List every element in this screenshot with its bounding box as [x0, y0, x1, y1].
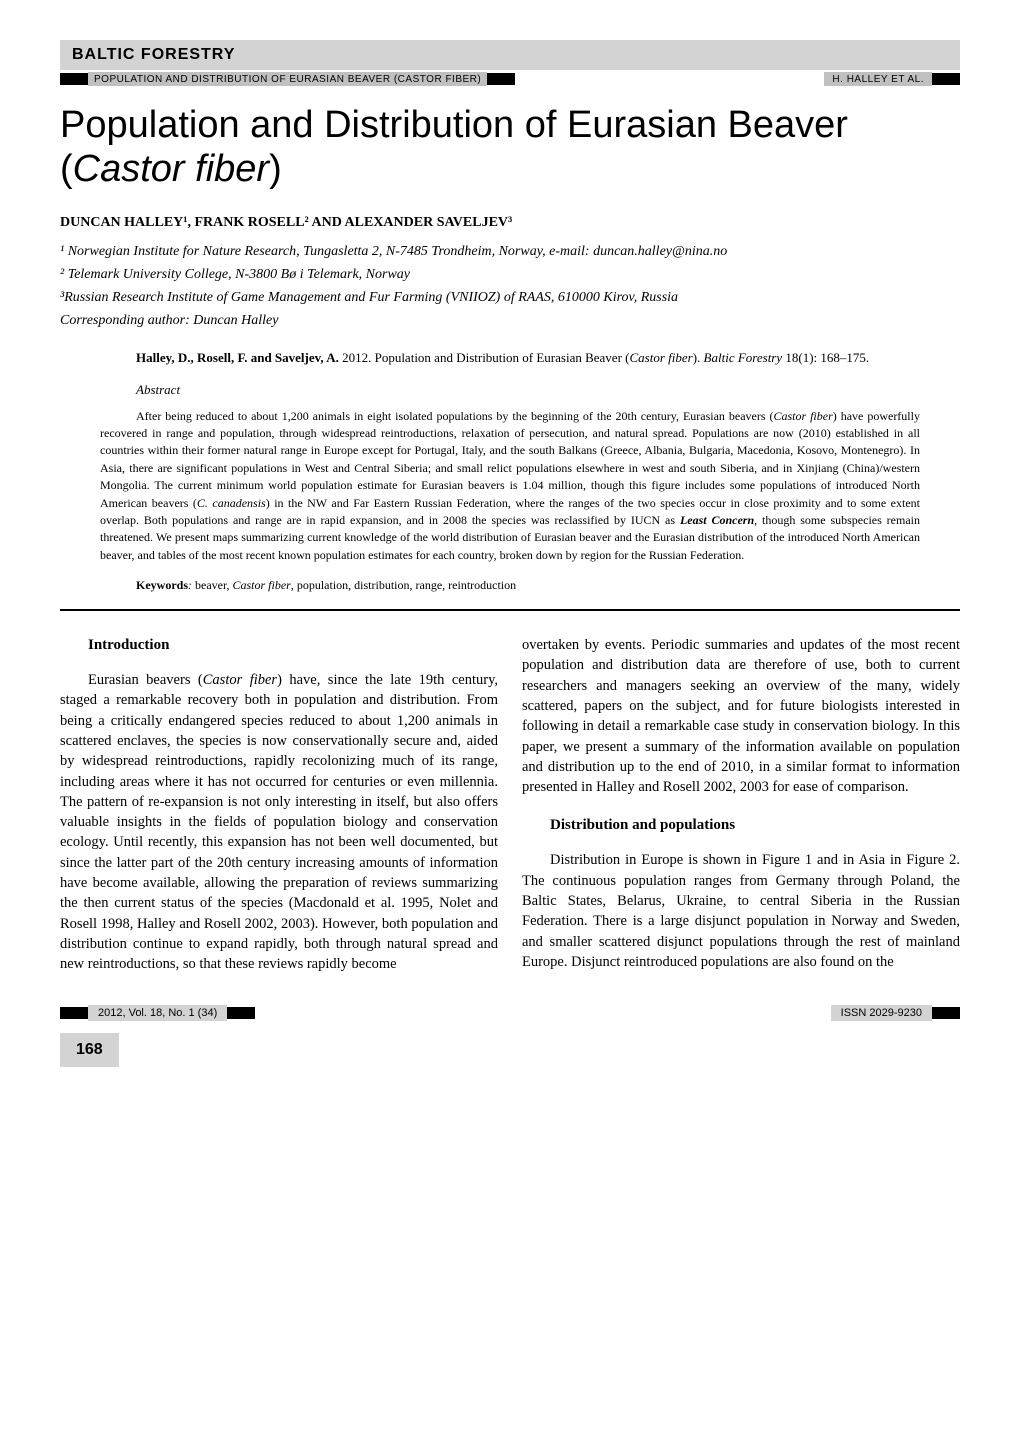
- keywords-sep: :: [188, 578, 195, 592]
- section-divider: [60, 609, 960, 611]
- distribution-paragraph: Distribution in Europe is shown in Figur…: [522, 850, 960, 972]
- affiliation-3: ³Russian Research Institute of Game Mana…: [60, 287, 960, 308]
- abstract-label: Abstract: [100, 382, 920, 398]
- citation-year: 2012. Population and Distribution of Eur…: [339, 350, 630, 365]
- abstract-p1: After being reduced to about 1,200 anima…: [136, 409, 773, 423]
- abstract-p2: ) have powerfully recovered in range and…: [100, 409, 920, 510]
- article-title: Population and Distribution of Eurasian …: [60, 104, 960, 191]
- header-black-box-mid: [487, 73, 515, 85]
- running-header-left: POPULATION AND DISTRIBUTION OF EURASIAN …: [60, 72, 515, 86]
- running-header-bar: POPULATION AND DISTRIBUTION OF EURASIAN …: [60, 72, 960, 86]
- intro-continuation: overtaken by events. Periodic summaries …: [522, 635, 960, 797]
- affiliation-2: ² Telemark University College, N-3800 Bø…: [60, 264, 960, 285]
- abstract-species1: Castor fiber: [773, 409, 832, 423]
- page-footer: 2012, Vol. 18, No. 1 (34) ISSN 2029-9230: [60, 1005, 960, 1021]
- keywords-label: Keywords: [136, 578, 188, 592]
- heading-introduction: Introduction: [60, 635, 498, 656]
- footer-left: 2012, Vol. 18, No. 1 (34): [60, 1005, 255, 1021]
- keywords-line: Keywords: beaver, Castor fiber, populati…: [100, 578, 920, 593]
- column-right: overtaken by events. Periodic summaries …: [522, 635, 960, 974]
- page-number-box: 168: [60, 1033, 119, 1067]
- abstract-iucn-status: Least Concern: [680, 513, 754, 527]
- footer-black-box-left: [60, 1007, 88, 1019]
- journal-name: BALTIC FORESTRY: [72, 46, 235, 63]
- intro-p1: Eurasian beavers (: [88, 672, 203, 688]
- citation-journal: Baltic Forestry: [704, 350, 783, 365]
- intro-p2: ) have, since the late 19th century, sta…: [60, 672, 498, 972]
- title-suffix: ): [269, 148, 282, 190]
- keywords-species: Castor fiber: [233, 578, 291, 592]
- footer-volume-info: 2012, Vol. 18, No. 1 (34): [88, 1005, 227, 1021]
- authors-line: DUNCAN HALLEY¹, FRANK ROSELL² AND ALEXAN…: [60, 215, 960, 231]
- abstract-body: After being reduced to about 1,200 anima…: [100, 408, 920, 565]
- header-black-box-right: [932, 73, 960, 85]
- column-left: Introduction Eurasian beavers (Castor fi…: [60, 635, 498, 974]
- abstract-species2: C. canadensis: [197, 496, 266, 510]
- corresponding-author: Corresponding author: Duncan Halley: [60, 310, 960, 331]
- running-title: POPULATION AND DISTRIBUTION OF EURASIAN …: [88, 72, 487, 86]
- affiliations-block: ¹ Norwegian Institute for Nature Researc…: [60, 241, 960, 331]
- citation-block: Halley, D., Rosell, F. and Saveljev, A. …: [100, 349, 920, 367]
- running-authors: H. HALLEY ET AL.: [824, 72, 932, 86]
- footer-black-box-left2: [227, 1007, 255, 1019]
- keywords-rest: , population, distribution, range, reint…: [291, 578, 516, 592]
- affiliation-1: ¹ Norwegian Institute for Nature Researc…: [60, 241, 960, 262]
- citation-rest1: ).: [693, 350, 704, 365]
- citation-volume: 18(1): 168–175.: [782, 350, 869, 365]
- footer-issn: ISSN 2029-9230: [831, 1005, 932, 1021]
- keywords-text1: beaver,: [195, 578, 233, 592]
- page-number: 168: [76, 1041, 103, 1059]
- intro-species: Castor fiber: [203, 672, 277, 688]
- heading-distribution: Distribution and populations: [522, 815, 960, 836]
- header-black-box-left: [60, 73, 88, 85]
- citation-authors: Halley, D., Rosell, F. and Saveljev, A.: [136, 350, 339, 365]
- body-columns: Introduction Eurasian beavers (Castor fi…: [60, 635, 960, 974]
- intro-paragraph: Eurasian beavers (Castor fiber) have, si…: [60, 670, 498, 974]
- running-header-right: H. HALLEY ET AL.: [824, 72, 960, 86]
- journal-header-bar: BALTIC FORESTRY: [60, 40, 960, 70]
- title-species-italic: Castor fiber: [73, 148, 269, 190]
- footer-right: ISSN 2029-9230: [831, 1005, 960, 1021]
- footer-black-box-right: [932, 1007, 960, 1019]
- citation-species: Castor fiber: [629, 350, 692, 365]
